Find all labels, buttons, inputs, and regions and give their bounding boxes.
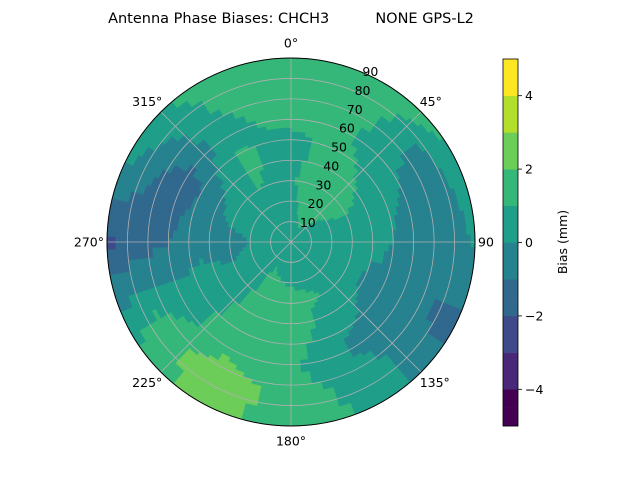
azimuth-tick-label: 225°	[132, 375, 162, 390]
radial-tick-label: 80	[355, 83, 371, 98]
colorbar-band	[503, 205, 518, 225]
colorbar-band	[503, 114, 518, 133]
azimuth-tick-label: 90	[478, 235, 494, 250]
colorbar-band	[503, 150, 518, 170]
colorbar-band	[503, 279, 518, 298]
azimuth-tick-label: 315°	[132, 94, 162, 109]
chart-title: Antenna Phase Biases: CHCH3 NONE GPS-L2	[108, 11, 474, 27]
radial-tick-label: 70	[347, 102, 363, 117]
colorbar-band	[503, 187, 518, 207]
colorbar-label: Bias (mm)	[555, 210, 570, 274]
azimuth-tick-label: 45°	[420, 94, 442, 109]
radial-tick-label: 50	[331, 140, 347, 155]
colorbar-tick-label: 2	[525, 162, 533, 177]
colorbar-tick-label: −4	[525, 382, 543, 397]
colorbar-band	[503, 169, 518, 188]
colorbar-band	[503, 95, 518, 115]
colorbar-band	[503, 224, 518, 243]
radial-tick-label: 20	[308, 196, 324, 211]
colorbar-band	[503, 77, 518, 96]
colorbar-tick-label: −2	[525, 308, 543, 323]
colorbar-band	[503, 370, 518, 390]
azimuth-tick-label: 0°	[284, 36, 298, 51]
azimuth-tick-label: 180°	[276, 434, 306, 449]
colorbar-band	[503, 297, 518, 317]
radial-tick-label: 60	[339, 121, 355, 136]
polar-grid	[106, 57, 476, 427]
colorbar-band	[503, 260, 518, 280]
colorbar-band	[503, 334, 518, 353]
colorbar-band	[503, 59, 518, 78]
radial-tick-label: 40	[323, 158, 339, 173]
radial-tick-label: 30	[315, 177, 331, 192]
colorbar-band	[503, 132, 518, 152]
colorbar-band	[503, 242, 518, 262]
colorbar-band	[503, 407, 518, 427]
colorbar: 4 2 0 −2 −4 Bias (mm)	[502, 58, 570, 427]
contour-field	[107, 58, 475, 426]
azimuth-tick-label: 270°	[74, 235, 104, 250]
colorbar-band	[503, 315, 518, 335]
colorbar-tick-label: 0	[525, 235, 533, 250]
radial-tick-label: 10	[300, 215, 316, 230]
radial-tick-label: 90	[362, 64, 378, 79]
colorbar-tick-label: 4	[525, 88, 533, 103]
colorbar-band	[503, 352, 518, 372]
azimuth-tick-label: 135°	[420, 375, 450, 390]
colorbar-band	[503, 389, 518, 408]
